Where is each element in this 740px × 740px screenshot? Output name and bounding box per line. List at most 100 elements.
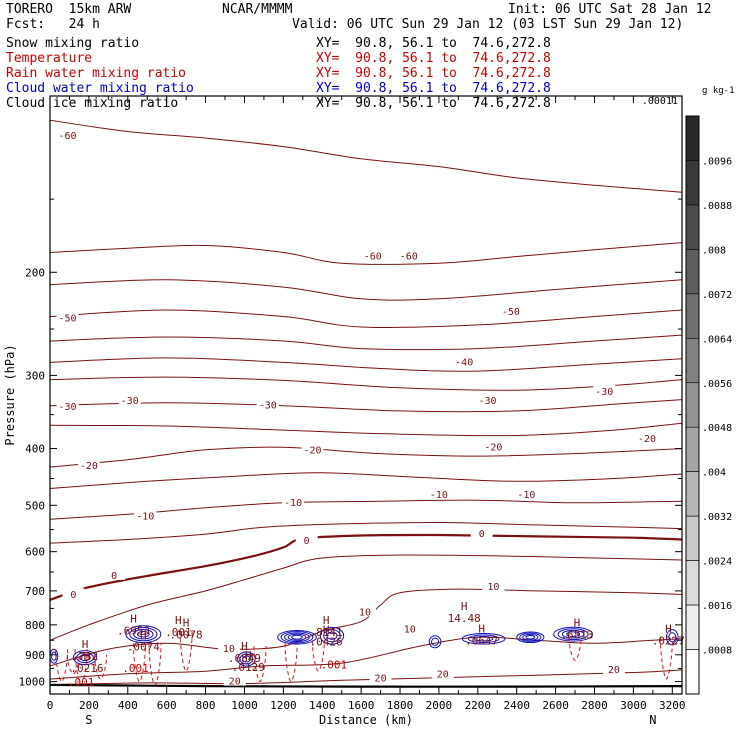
legend-field-name: Rain water mixing ratio [6,66,187,81]
isotherm-label-bg [476,394,499,406]
isotherm-label-bg [635,431,658,443]
cloud-water-contour [242,655,251,663]
colorbar-segment [685,426,700,472]
x-tick-label: 3200 [659,699,686,712]
isotherm-label: 20 [437,669,449,680]
x-tick-label: 1600 [348,699,375,712]
x-tick-label: 600 [157,699,177,712]
isotherm-label-bg [217,642,240,654]
isotherm-line [50,446,682,468]
isotherm-label: 0 [111,571,117,582]
cloud-water-contour [553,626,594,642]
rain-water-contour [311,640,325,672]
isotherm-label: 20 [229,677,241,688]
isotherm-label: 0 [479,529,485,540]
isotherm-label-bg [301,443,324,455]
y-tick-label: 600 [25,546,45,559]
x-tick-label: 1000 [231,699,258,712]
colorbar-label: .0048 [702,423,732,434]
cloud-water-contour [291,634,303,640]
maximum-marker: H [140,629,147,642]
isotherm-label-bg [602,662,625,674]
init-label: Init: 06 UTC Sat 28 Jan 12 [508,2,712,17]
cloud-water-contour [461,632,506,645]
isotherm-label: 10 [404,625,416,636]
isotherm-line [50,376,682,391]
colorbar-segment [685,115,700,161]
maximum-value: .0216 [70,662,103,675]
cloud-water-contour [431,637,440,646]
isotherm-label: 20 [608,665,620,676]
colorbar-label: .0056 [702,379,732,390]
isotherm-label: -30 [479,396,497,407]
isotherm-label: -30 [121,396,139,407]
x-tick-label: 2200 [465,699,492,712]
y-tick-label: 200 [25,266,45,279]
colorbar-segment [685,382,700,428]
isotherm-label-bg [354,605,377,617]
rain-water-contour [66,654,80,675]
maximum-marker: H [478,623,485,636]
rain-water-contour [94,654,108,680]
isotherm-line [50,521,682,544]
max-value-label: .00011 [642,96,678,107]
colorbar-segment [685,649,700,695]
maximum-marker: H [183,617,190,630]
model-title: TORERO 15km ARW [6,2,132,17]
isotherm-label: 0 [70,590,76,601]
rain-water-contour [568,637,582,661]
isotherm-label: -30 [58,402,76,413]
isotherm-label-bg [223,674,246,686]
legend-field-name: Cloud water mixing ratio [6,81,194,96]
plot-frame [49,95,683,695]
isotherm-label-bg [515,487,538,499]
cloud-water-contour [79,654,91,662]
colorbar-segment [685,160,700,206]
colorbar-segment [685,293,700,339]
isotherm-label: -50 [502,307,520,318]
isotherm-line [50,554,682,641]
isotherm-label: -30 [595,387,613,398]
isotherm-line [50,334,682,351]
legend-field-name: Temperature [6,51,93,66]
isotherm-label: -20 [638,434,656,445]
forecast-label: Fcst: 24 h [6,17,100,32]
maximum-value: 14.48 [448,612,481,625]
isotherm-label-bg [593,384,616,396]
cloud-water-contour [237,651,256,667]
maximum-marker: H [130,613,137,626]
isotherm-label-bg [361,249,384,261]
cloud-water-contour [566,631,581,638]
isotherm-label: -30 [259,401,277,412]
cloud-water-contour [467,634,500,644]
x-axis-label: Distance (km) [319,713,413,727]
maximum-marker: H [574,617,581,630]
cloud-water-contour [280,631,314,644]
colorbar-label: .0016 [702,601,732,612]
maximum-value: .0074 [127,641,160,654]
isotherm-line [50,636,682,680]
isotherm-label-bg [482,580,505,592]
isotherm-label-bg [499,305,522,317]
maximum-marker: H [82,638,89,651]
contour-value-label: .001 [122,662,149,675]
cloud-water-contour [561,629,585,639]
colorbar-label: .0008 [702,646,732,657]
isotherm-line [50,309,682,329]
cloud-water-contour [287,633,307,641]
isotherm-label-bg [103,568,126,580]
colorbar-segment [685,515,700,561]
maximum-value: .0426 [310,635,343,648]
legend-field-name: Cloud ice mixing ratio [6,96,179,111]
isotherm-label-bg [56,400,79,412]
rain-water-contour [659,637,673,680]
isotherm-label-bg [56,128,79,140]
colorbar-segment [685,338,700,384]
maximum-value: .001 [165,626,192,639]
y-tick-label: 300 [25,369,45,382]
isotherm-label: -20 [303,445,321,456]
isotherm-label: -40 [455,357,473,368]
cloud-water-contour [473,635,494,642]
isotherm-label-bg [369,671,392,683]
